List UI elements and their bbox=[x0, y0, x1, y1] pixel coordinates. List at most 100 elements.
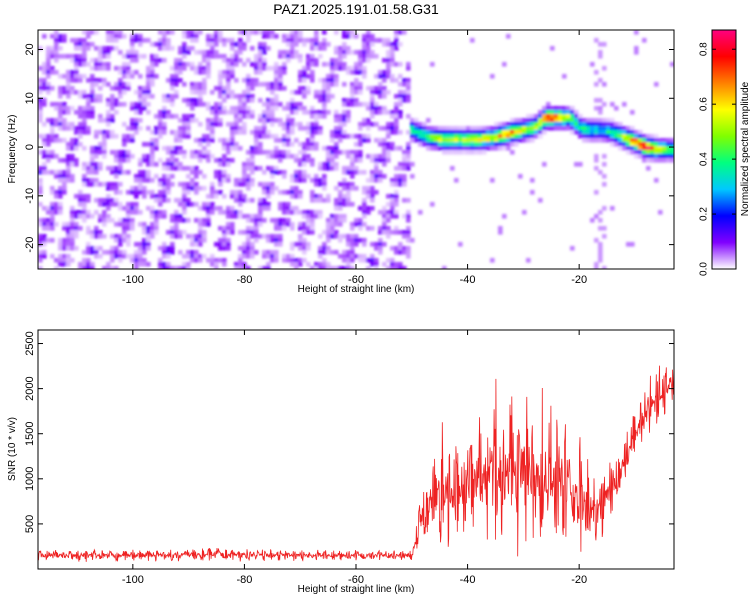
heatmap-cell bbox=[110, 106, 115, 111]
heatmap-cell bbox=[186, 202, 191, 207]
heatmap-cell bbox=[194, 190, 199, 195]
heatmap-cell bbox=[350, 226, 355, 231]
heatmap-cell bbox=[210, 194, 215, 199]
heatmap-cell bbox=[150, 178, 155, 183]
heatmap-cell bbox=[46, 210, 51, 215]
heatmap-cell bbox=[414, 130, 419, 135]
heatmap-cell bbox=[126, 170, 131, 175]
heatmap-cell bbox=[158, 246, 163, 251]
heatmap-cell bbox=[110, 34, 115, 39]
heatmap-cell bbox=[486, 126, 491, 131]
heatmap-cell bbox=[142, 186, 147, 191]
heatmap-cell bbox=[306, 230, 311, 235]
heatmap-cell bbox=[386, 90, 391, 95]
heatmap-cell bbox=[38, 222, 43, 227]
heatmap-cell bbox=[126, 206, 131, 211]
heatmap-cell bbox=[210, 126, 215, 131]
snr-x-label: Height of straight line (km) bbox=[298, 584, 415, 595]
heatmap-cell bbox=[54, 266, 59, 269]
heatmap-cell bbox=[234, 62, 239, 67]
heatmap-cell bbox=[126, 222, 131, 227]
heatmap-cell bbox=[362, 58, 367, 63]
heatmap-cell bbox=[342, 118, 347, 123]
heatmap-cell bbox=[382, 70, 387, 75]
heatmap-cell bbox=[38, 106, 43, 111]
heatmap-cell bbox=[334, 58, 339, 63]
heatmap-cell bbox=[234, 106, 239, 111]
heatmap-cell bbox=[338, 266, 343, 269]
heatmap-cell bbox=[138, 42, 143, 47]
heatmap-cell bbox=[278, 82, 283, 87]
heatmap-cell bbox=[246, 30, 251, 35]
heatmap-cell bbox=[490, 142, 495, 147]
heatmap-cell bbox=[102, 78, 107, 83]
heatmap-cell bbox=[126, 138, 131, 143]
heatmap-cell bbox=[162, 110, 167, 115]
heatmap-cell bbox=[290, 106, 295, 111]
heatmap-cell bbox=[126, 74, 131, 79]
heatmap-cell bbox=[154, 58, 159, 63]
heatmap-cell bbox=[234, 262, 239, 267]
heatmap-cell bbox=[194, 86, 199, 91]
heatmap-cell bbox=[382, 58, 387, 63]
heatmap-cell bbox=[358, 90, 363, 95]
heatmap-cell bbox=[162, 186, 167, 191]
heatmap-cell bbox=[358, 170, 363, 175]
heatmap-cell bbox=[470, 130, 475, 135]
heatmap-cell bbox=[130, 74, 135, 79]
heatmap-cell bbox=[154, 42, 159, 47]
heatmap-cell bbox=[82, 30, 87, 35]
heatmap-cell bbox=[334, 186, 339, 191]
heatmap-cell bbox=[514, 130, 519, 135]
heatmap-cell bbox=[86, 242, 91, 247]
heatmap-cell bbox=[458, 130, 463, 135]
heatmap-cell bbox=[194, 154, 199, 159]
heatmap-cell bbox=[62, 222, 67, 227]
heatmap-cell bbox=[302, 146, 307, 151]
heatmap-cell bbox=[378, 74, 383, 79]
heatmap-cell bbox=[138, 162, 143, 167]
snr-y-tick-label: 500 bbox=[24, 515, 36, 533]
heatmap-cell bbox=[414, 122, 419, 127]
heatmap-cell bbox=[330, 250, 335, 255]
heatmap-cell bbox=[270, 122, 275, 127]
heatmap-cell bbox=[626, 130, 631, 135]
heatmap-cell bbox=[322, 94, 327, 99]
heatmap-cell bbox=[302, 162, 307, 167]
heatmap-cell bbox=[594, 38, 599, 43]
heatmap-cell bbox=[378, 142, 383, 147]
heatmap-cell bbox=[170, 46, 175, 51]
heatmap-cell bbox=[570, 122, 575, 127]
heatmap-cell bbox=[394, 114, 399, 119]
heatmap-cell bbox=[646, 146, 651, 151]
heatmap-cell bbox=[562, 118, 567, 123]
heatmap-cell bbox=[158, 202, 163, 207]
heatmap-cell bbox=[306, 154, 311, 159]
heatmap-cell bbox=[106, 186, 111, 191]
heatmap-cell bbox=[42, 78, 47, 83]
heatmap-cell bbox=[250, 230, 255, 235]
heatmap-cell bbox=[50, 130, 55, 135]
heatmap-cell bbox=[206, 222, 211, 227]
heatmap-cell bbox=[286, 154, 291, 159]
heatmap-cell bbox=[514, 138, 519, 143]
heatmap-cell bbox=[318, 198, 323, 203]
heatmap-cell bbox=[178, 218, 183, 223]
heatmap-cell bbox=[290, 242, 295, 247]
heatmap-cell bbox=[262, 114, 267, 119]
heatmap-cell bbox=[290, 34, 295, 39]
heatmap-cell bbox=[278, 226, 283, 231]
heatmap-cell bbox=[102, 66, 107, 71]
heatmap-cell bbox=[298, 190, 303, 195]
heatmap-cell bbox=[610, 130, 615, 135]
heatmap-cell bbox=[274, 34, 279, 39]
heatmap-cell bbox=[426, 126, 431, 131]
heatmap-cell bbox=[238, 258, 243, 263]
heatmap-cell bbox=[398, 102, 403, 107]
heatmap-cell bbox=[370, 122, 375, 127]
heatmap-cell bbox=[550, 110, 555, 115]
heatmap-cell bbox=[574, 130, 579, 135]
heatmap-cell bbox=[178, 146, 183, 151]
heatmap-cell bbox=[246, 230, 251, 235]
heatmap-cell bbox=[162, 190, 167, 195]
